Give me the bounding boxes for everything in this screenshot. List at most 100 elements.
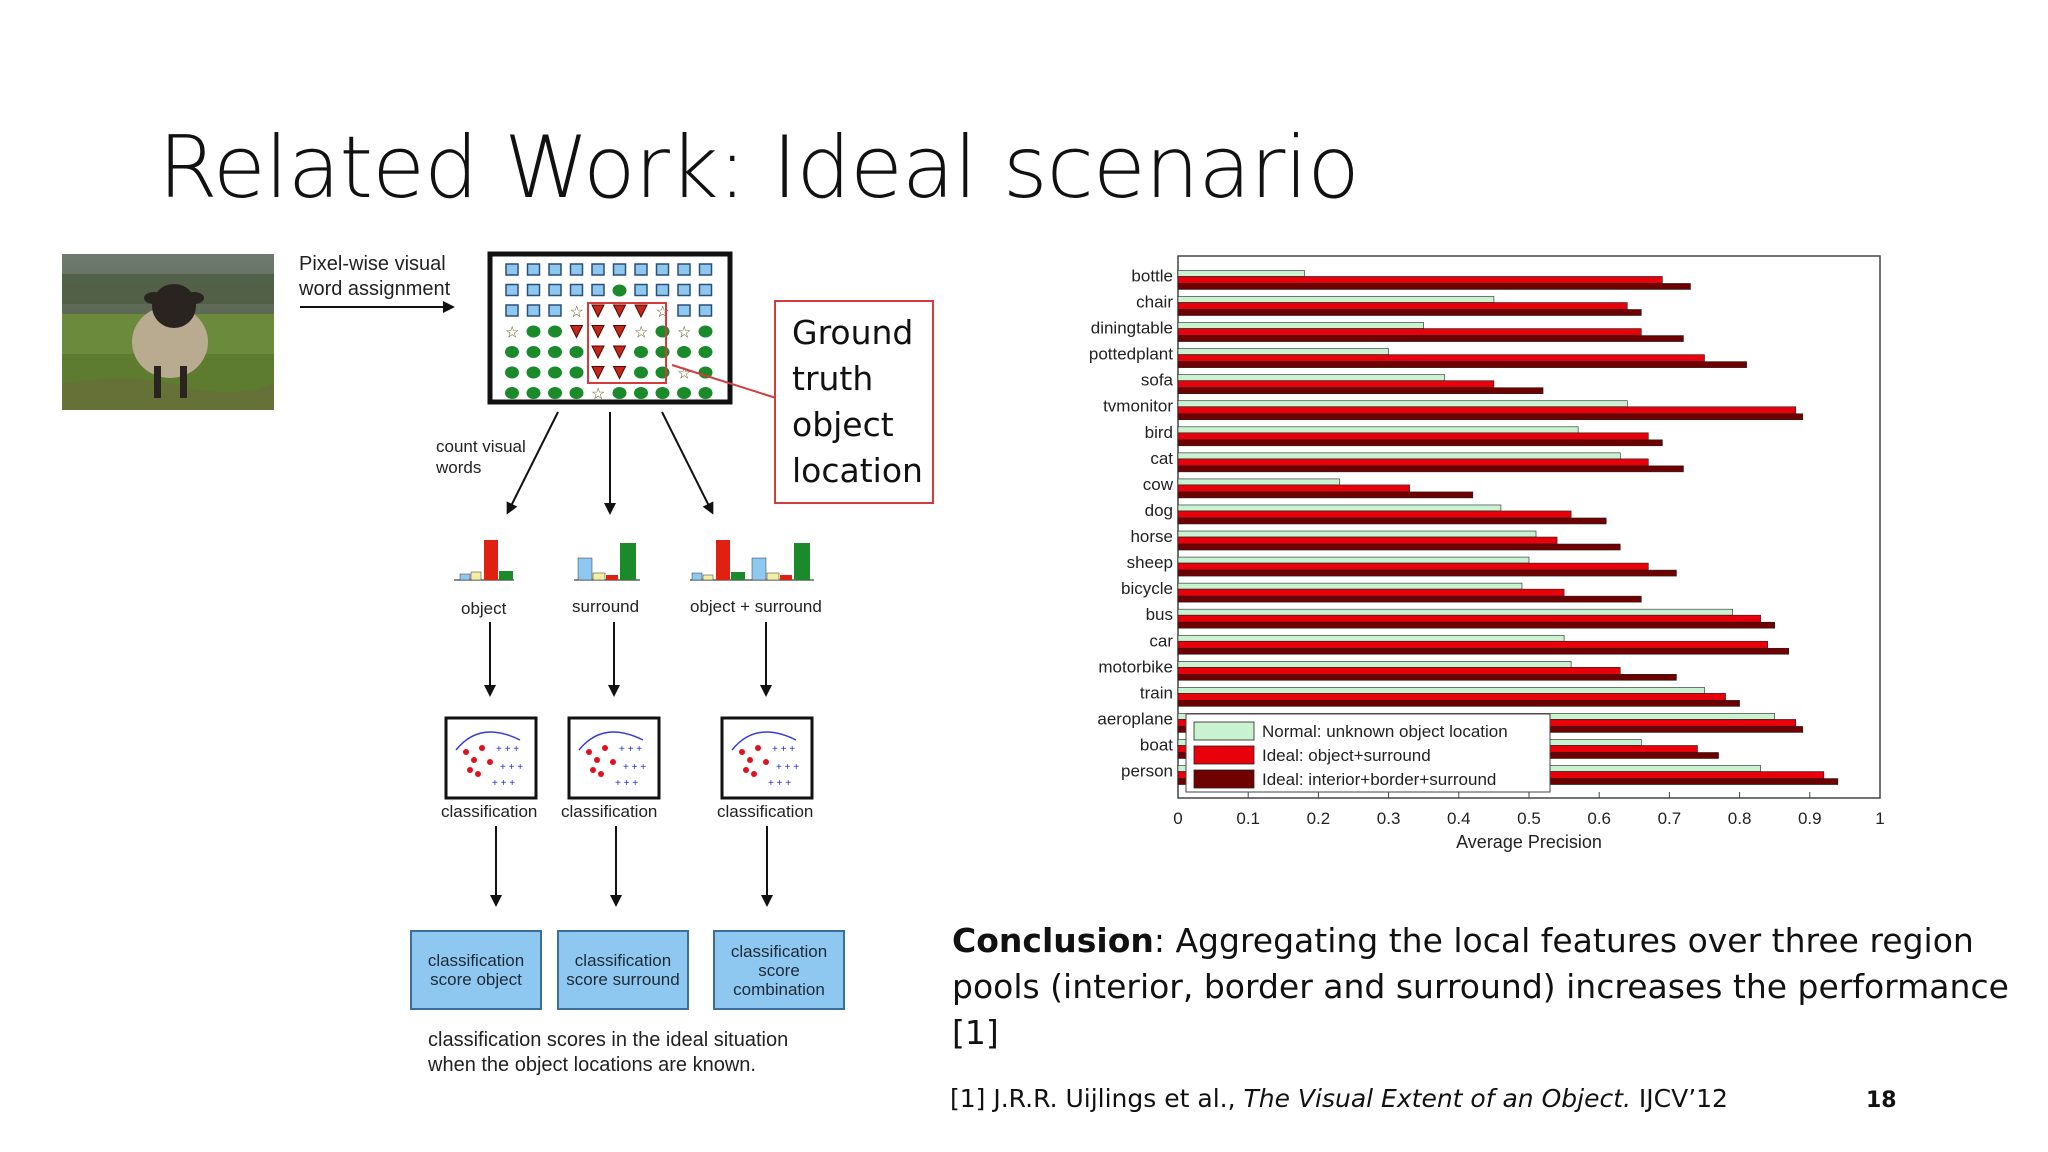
category-label: aeroplane bbox=[1097, 709, 1173, 728]
bar-1 bbox=[1177, 530, 1537, 538]
word-square bbox=[591, 263, 605, 276]
word-square bbox=[655, 283, 670, 297]
reference-suffix: IJCV’12 bbox=[1630, 1084, 1728, 1113]
legend-swatch bbox=[1193, 721, 1255, 741]
legend-entry: Ideal: object+surround bbox=[1262, 746, 1431, 765]
word-square bbox=[526, 263, 541, 276]
word-circle bbox=[698, 325, 713, 338]
svg-text:+ + +: + + + bbox=[492, 778, 515, 789]
word-circle bbox=[548, 325, 562, 338]
chart-legend: Normal: unknown object location Ideal: ob… bbox=[1185, 713, 1551, 793]
word-triangle bbox=[612, 366, 627, 380]
bar-3 bbox=[1177, 387, 1544, 394]
word-square bbox=[505, 263, 519, 276]
svg-text:+ + +: + + + bbox=[776, 762, 799, 773]
x-tick-label: 0.5 bbox=[1517, 809, 1541, 828]
reference-prefix: [1] J.R.R. Uijlings et al., bbox=[950, 1084, 1244, 1113]
category-label: cow bbox=[1143, 475, 1174, 494]
x-tick-label: 0.8 bbox=[1728, 809, 1752, 828]
word-star: ☆ bbox=[634, 325, 648, 342]
bar-1 bbox=[1177, 478, 1340, 486]
histogram-surround bbox=[574, 543, 640, 581]
bar-2 bbox=[1177, 484, 1410, 493]
word-circle bbox=[526, 366, 541, 379]
word-circle bbox=[505, 346, 519, 358]
conclusion-text: : Aggregating the local features over th… bbox=[952, 921, 2009, 1052]
bar-2 bbox=[1177, 536, 1558, 545]
word-triangle bbox=[612, 325, 627, 339]
bar-2 bbox=[1177, 354, 1705, 362]
caption-line-2: when the object locations are known. bbox=[427, 1054, 756, 1076]
word-square bbox=[526, 304, 541, 317]
ground-truth-connector bbox=[671, 364, 777, 399]
bar-3 bbox=[1177, 465, 1684, 473]
bar-3 bbox=[1177, 700, 1740, 707]
x-tick-label: 0 bbox=[1173, 809, 1182, 828]
count-label-line-2: words bbox=[435, 458, 481, 477]
category-label: tvmonitor bbox=[1103, 397, 1173, 416]
hist-label-surround: surround bbox=[572, 597, 639, 616]
category-label: sheep bbox=[1127, 553, 1173, 572]
bar-2 bbox=[1177, 510, 1572, 519]
hist-label-object: object bbox=[461, 599, 507, 618]
svg-text:+ + +: + + + bbox=[619, 744, 642, 755]
word-circle bbox=[634, 387, 648, 399]
bar-2 bbox=[1177, 588, 1565, 597]
arrow-to-combined-hist bbox=[661, 411, 714, 515]
legend-entry: Ideal: interior+border+surround bbox=[1262, 770, 1496, 789]
category-label: dog bbox=[1145, 501, 1173, 520]
word-circle bbox=[698, 346, 713, 358]
bar-2 bbox=[1177, 640, 1768, 649]
sheep-photo bbox=[62, 254, 274, 410]
word-triangle bbox=[612, 304, 627, 319]
bar-3 bbox=[1177, 309, 1642, 316]
bar-3 bbox=[1177, 361, 1747, 368]
category-label: car bbox=[1149, 631, 1173, 650]
word-circle bbox=[655, 366, 670, 379]
word-square bbox=[548, 263, 562, 276]
score-surround-line-1: classification bbox=[574, 951, 672, 970]
ground-truth-line-3: object bbox=[792, 405, 894, 444]
category-label: pottedplant bbox=[1089, 345, 1173, 364]
bar-1 bbox=[1177, 608, 1733, 616]
ideal-scenario-diagram: Pixel-wise visual word assignment ☆ ☆ ☆ ☆ ☆ ☆… bbox=[298, 251, 822, 1076]
bar-2 bbox=[1177, 380, 1495, 388]
reference: [1] J.R.R. Uijlings et al., The Visual E… bbox=[950, 1084, 1728, 1113]
category-label: bus bbox=[1146, 605, 1173, 624]
word-circle bbox=[655, 387, 670, 399]
word-square bbox=[634, 283, 648, 297]
score-object-box: classification score object bbox=[410, 930, 542, 1010]
svg-text:+ + +: + + + bbox=[500, 762, 523, 773]
word-triangle bbox=[612, 345, 627, 360]
bar-3 bbox=[1177, 543, 1621, 551]
category-label: bottle bbox=[1131, 266, 1173, 285]
ground-truth-line-4: location bbox=[792, 451, 923, 490]
x-axis-label: Average Precision bbox=[1456, 832, 1602, 852]
word-square bbox=[634, 263, 648, 276]
bar-1 bbox=[1177, 687, 1705, 694]
word-circle bbox=[569, 366, 584, 379]
bar-1 bbox=[1177, 582, 1523, 590]
bar-3 bbox=[1177, 335, 1684, 342]
classification-label-1: classification bbox=[441, 802, 537, 821]
x-tick-label: 0.7 bbox=[1658, 809, 1682, 828]
legend-swatch bbox=[1193, 769, 1255, 789]
caption-line-1: classification scores in the ideal situa… bbox=[428, 1029, 788, 1051]
score-object-line-1: classification bbox=[427, 951, 525, 970]
bar-1 bbox=[1177, 452, 1621, 460]
category-label: sofa bbox=[1141, 371, 1174, 390]
bar-1 bbox=[1177, 634, 1565, 642]
category-label: bicycle bbox=[1121, 579, 1173, 598]
word-triangle bbox=[591, 345, 605, 360]
score-combination-line-3: combination bbox=[733, 979, 825, 999]
bar-2 bbox=[1177, 432, 1649, 441]
word-circle bbox=[698, 387, 713, 399]
classification-plot-1: + + + + + + + + + bbox=[444, 716, 538, 800]
hist-label-combined: object + surround bbox=[690, 597, 822, 616]
word-circle bbox=[677, 387, 691, 399]
bar-1 bbox=[1177, 374, 1446, 381]
arrow-to-object-hist bbox=[506, 411, 559, 515]
bar-3 bbox=[1177, 491, 1474, 499]
bar-1 bbox=[1177, 556, 1530, 564]
word-circle bbox=[569, 346, 584, 358]
